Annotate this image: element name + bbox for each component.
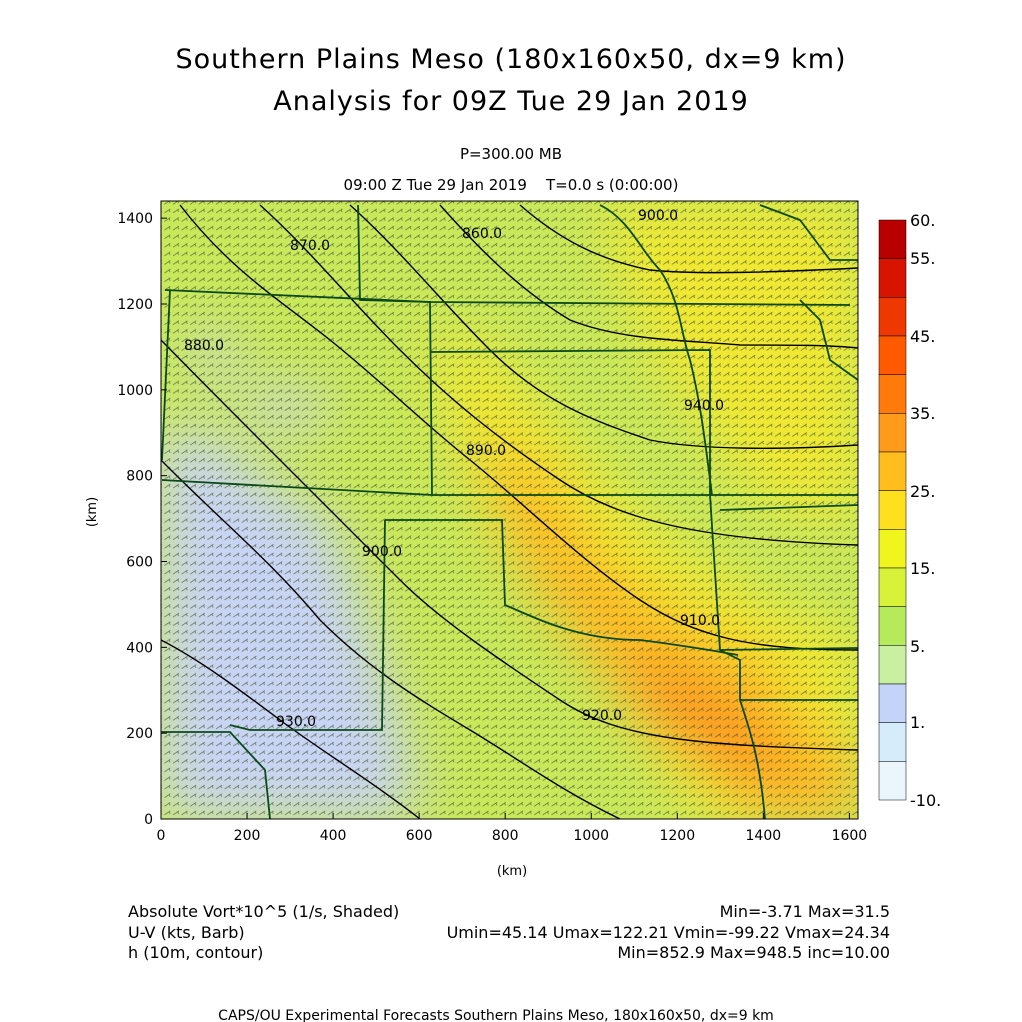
- footer-stats-2: Umin=45.14 Umax=122.21 Vmin=-99.22 Vmax=…: [447, 923, 890, 942]
- colorbar-label: 45.: [910, 327, 935, 346]
- footer-variable-2: U-V (kts, Barb): [128, 923, 245, 942]
- x-tick-label: 400: [320, 828, 347, 844]
- contour-labels: 860.0 870.0 880.0 890.0 900.0 910.0 920.…: [184, 208, 724, 730]
- colorbar-label: 5.: [910, 637, 925, 656]
- state-borders: [161, 204, 858, 819]
- x-tick-label: 1200: [659, 828, 695, 844]
- colorbar-swatch: [878, 529, 907, 569]
- colorbar-swatch: [878, 645, 907, 685]
- x-axis: 0 200 400 600 800 1000 1200 1400 1600: [157, 813, 868, 844]
- y-tick-label: 600: [126, 555, 153, 571]
- x-axis-label: (km): [497, 864, 527, 879]
- colorbar-swatch: [878, 335, 907, 375]
- colorbar-label: 25.: [910, 482, 935, 501]
- y-tick-label: 1200: [117, 297, 153, 313]
- y-tick-label: 800: [126, 469, 153, 485]
- colorbar-label: 35.: [910, 404, 935, 423]
- x-tick-label: 0: [157, 828, 166, 844]
- colorbar-label: 1.: [910, 713, 925, 732]
- x-tick-label: 1600: [832, 828, 868, 844]
- footer-variable-3: h (10m, contour): [128, 943, 263, 962]
- x-tick-label: 200: [234, 828, 261, 844]
- colorbar-swatch: [878, 722, 907, 762]
- colorbar-swatch: [878, 490, 907, 530]
- x-tick-label: 1000: [573, 828, 609, 844]
- y-tick-label: 1000: [117, 383, 153, 399]
- colorbar-swatch: [878, 219, 907, 259]
- contour-label: 860.0: [462, 226, 502, 242]
- x-tick-label: 800: [492, 828, 519, 844]
- contour-label: 910.0: [680, 613, 720, 629]
- y-tick-label: 1400: [117, 211, 153, 227]
- y-tick-label: 400: [126, 640, 153, 656]
- colorbar-swatch: [878, 297, 907, 337]
- colorbar-swatch: [878, 606, 907, 646]
- y-tick-label: 0: [144, 812, 153, 828]
- colorbar-swatch: [878, 374, 907, 414]
- y-axis: 0 200 400 600 800 1000 1200 1400: [117, 211, 167, 828]
- colorbar-labels: 60. 55. 45. 35. 25. 15. 5. 1. -10.: [910, 211, 941, 810]
- colorbar-label: 60.: [910, 211, 935, 230]
- colorbar-label: 55.: [910, 249, 935, 268]
- contour-label: 870.0: [290, 238, 330, 254]
- colorbar-swatch: [878, 258, 907, 298]
- vorticity-field: 860.0 870.0 880.0 890.0 900.0 910.0 920.…: [161, 201, 858, 819]
- footer-credit: CAPS/OU Experimental Forecasts Southern …: [218, 1008, 774, 1022]
- x-tick-label: 600: [406, 828, 433, 844]
- contour-label: 900.0: [638, 208, 678, 224]
- plot-subtitle: Analysis for 09Z Tue 29 Jan 2019: [273, 86, 749, 117]
- colorbar-swatch: [878, 413, 907, 453]
- contour-label: 940.0: [684, 398, 724, 414]
- x-tick-label: 1400: [746, 828, 782, 844]
- colorbar-swatch: [878, 761, 907, 801]
- y-tick-label: 200: [126, 726, 153, 742]
- colorbar-label: 15.: [910, 559, 935, 578]
- contour-label: 880.0: [184, 338, 224, 354]
- colorbar-label: -10.: [910, 791, 941, 810]
- contour-label: 890.0: [466, 443, 506, 459]
- pressure-level: P=300.00 MB: [459, 145, 563, 163]
- valid-time: 09:00 Z Tue 29 Jan 2019 T=0.0 s (0:00:00…: [343, 176, 679, 194]
- footer-variable-1: Absolute Vort*10^5 (1/s, Shaded): [128, 902, 399, 921]
- plot-frame: [160, 200, 859, 820]
- plot-title: Southern Plains Meso (180x160x50, dx=9 k…: [175, 44, 847, 75]
- contour-label: 900.0: [362, 544, 402, 560]
- footer-stats-1: Min=-3.71 Max=31.5: [720, 902, 890, 921]
- contour-label: 920.0: [582, 708, 622, 724]
- colorbar-swatch: [878, 567, 907, 607]
- height-contours: [161, 204, 858, 819]
- y-axis-label: (km): [85, 497, 100, 527]
- plot-footer: Absolute Vort*10^5 (1/s, Shaded) U-V (kt…: [128, 902, 890, 1022]
- contour-label: 930.0: [276, 714, 316, 730]
- footer-stats-3: Min=852.9 Max=948.5 inc=10.00: [617, 943, 890, 962]
- colorbar-swatch: [878, 683, 907, 723]
- colorbar: [878, 219, 907, 801]
- colorbar-swatch: [878, 451, 907, 491]
